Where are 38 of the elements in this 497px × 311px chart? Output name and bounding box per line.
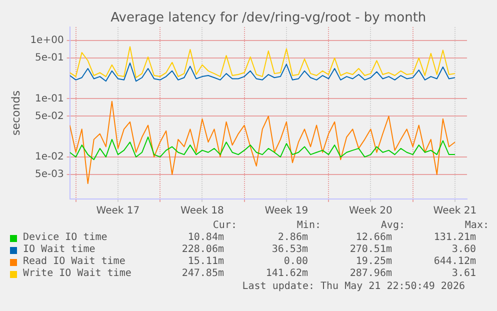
text: 3.60 — [450, 244, 476, 256]
x-tick-label: Week 17 — [96, 206, 140, 217]
text: 0.00 — [282, 256, 308, 268]
y-tick-label: 5e-03 — [34, 169, 64, 180]
text: Avg: — [380, 220, 405, 232]
x-tick-label: Week 19 — [264, 206, 308, 217]
x-tick-label: Week 20 — [349, 206, 392, 217]
legend-label: Read IO Wait time — [23, 256, 126, 268]
chart-title: Average latency for /dev/ring-vg/root - by month — [110, 10, 426, 26]
y-axis-title: seconds — [9, 90, 22, 136]
text: 270.51m — [348, 244, 392, 256]
text: 10.84m — [186, 232, 224, 244]
y-tick-label: 1e+00 — [30, 35, 64, 46]
text: Last update: Thu May 21 22:50:49 2026 — [242, 281, 465, 292]
y-tick-label: 5e-01 — [34, 52, 64, 64]
y-tick-label: 5e-02 — [34, 110, 64, 122]
text: 15.11m — [186, 256, 224, 268]
text: 19.25m — [354, 256, 392, 268]
x-tick-label: Week 18 — [180, 206, 224, 217]
y-tick-label: 1e-01 — [34, 93, 64, 104]
text: 287.96m — [348, 268, 392, 280]
text: 36.53m — [270, 244, 308, 256]
x-tick-label: Week 21 — [433, 206, 477, 217]
text: Max: — [464, 220, 489, 232]
legend-label: Write IO Wait time — [23, 268, 132, 280]
text: Cur: — [212, 220, 237, 232]
text: 131.21m — [432, 232, 476, 244]
text: 12.66m — [354, 232, 392, 244]
text: Min: — [296, 220, 321, 232]
text: 247.85m — [180, 268, 224, 280]
text: 3.61 — [450, 268, 476, 280]
text: 228.06m — [180, 244, 224, 256]
legend-label: IO Wait time — [23, 244, 96, 256]
text: 644.12m — [432, 256, 476, 268]
text: 2.86m — [276, 232, 308, 244]
y-tick-label: 1e-02 — [34, 152, 64, 163]
text: 141.62m — [264, 268, 308, 280]
legend-label: Device IO time — [23, 232, 108, 244]
